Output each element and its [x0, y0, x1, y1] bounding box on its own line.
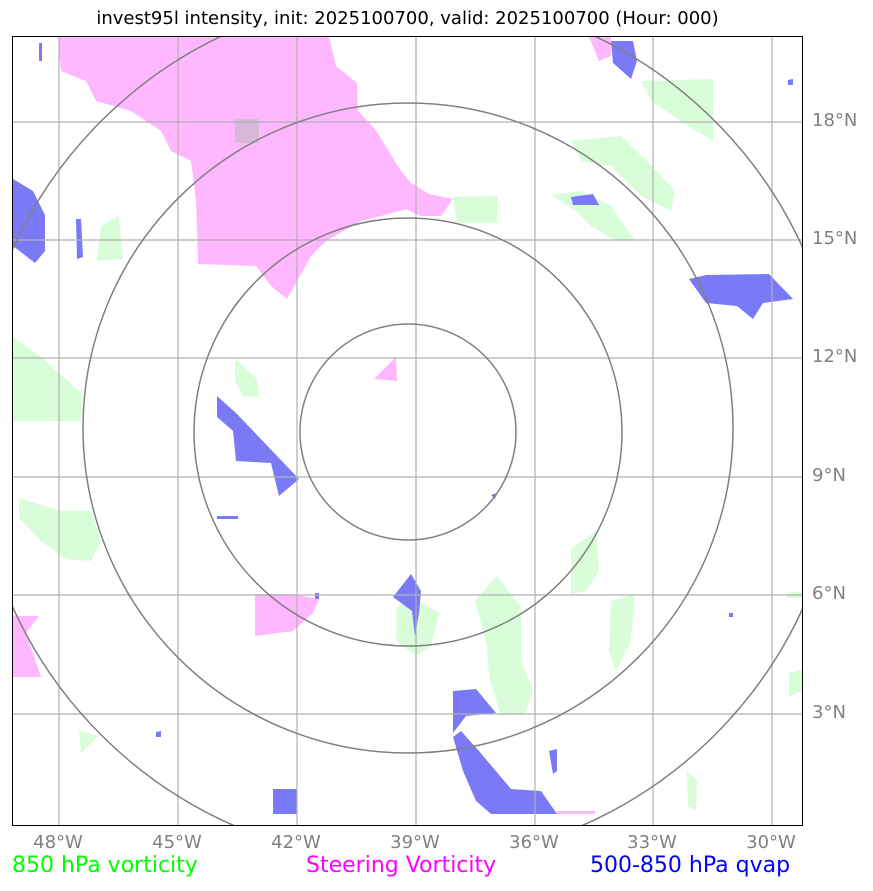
qvap-region: [217, 516, 238, 519]
qvap-region: [689, 274, 793, 319]
lon-label-33w: 33°W: [627, 832, 677, 853]
steering-vorticity-layer: [13, 37, 611, 814]
graticule: [13, 37, 802, 825]
qvap-region: [571, 194, 599, 205]
vorticity-850-region: [396, 596, 439, 656]
lon-label-36w: 36°W: [509, 832, 559, 853]
qvap-region: [788, 79, 793, 85]
lat-label-9n: 9°N: [812, 465, 846, 486]
qvap-region: [273, 789, 297, 814]
vorticity-850-region: [235, 359, 259, 397]
lon-label-45w: 45°W: [152, 832, 202, 853]
lat-label-6n: 6°N: [812, 583, 846, 604]
lon-label-30w: 30°W: [746, 832, 796, 853]
lat-label-18n: 18°N: [812, 110, 858, 131]
range-ring-4: [13, 37, 802, 825]
steering-vorticity-region: [374, 357, 397, 381]
range-ring-1: [299, 323, 517, 541]
steering-vorticity-region: [557, 811, 595, 814]
vorticity-850-region: [609, 594, 635, 671]
map-canvas: [13, 37, 802, 825]
lat-label-15n: 15°N: [812, 228, 858, 249]
qvap-region: [13, 179, 45, 263]
qvap-region: [393, 574, 421, 636]
vorticity-850-region: [453, 196, 497, 223]
qvap-region: [453, 689, 496, 733]
lon-label-42w: 42°W: [271, 832, 321, 853]
vorticity-850-region: [551, 191, 635, 241]
qvap-region: [549, 749, 557, 774]
qvap-layer: [13, 41, 793, 814]
vorticity-850-region: [97, 216, 123, 261]
qvap-region: [453, 731, 557, 814]
lat-label-12n: 12°N: [812, 346, 858, 367]
qvap-region: [156, 731, 161, 737]
vorticity-850-region: [19, 498, 101, 561]
legend-850-vorticity: 850 hPa vorticity: [12, 853, 198, 878]
qvap-region: [76, 219, 83, 259]
qvap-region: [39, 43, 42, 61]
range-ring-3: [82, 102, 734, 754]
range-ring-2: [193, 217, 623, 647]
lon-label-39w: 39°W: [390, 832, 440, 853]
qvap-region: [729, 613, 733, 617]
steering-vorticity-region: [13, 616, 41, 677]
qvap-region: [611, 41, 637, 79]
vorticity-850-region: [571, 531, 599, 594]
steering-vorticity-region: [255, 594, 319, 636]
map-title: invest95l intensity, init: 2025100700, v…: [96, 8, 719, 29]
vorticity-850-region: [571, 136, 675, 211]
vorticity-850-region: [79, 731, 99, 753]
qvap-region: [217, 396, 299, 496]
vorticity-850-region: [13, 337, 81, 421]
range-rings: [13, 37, 802, 825]
legend-steering-vorticity: Steering Vorticity: [306, 853, 497, 878]
vorticity-850-region: [475, 576, 533, 716]
map-panel[interactable]: [12, 36, 803, 826]
vorticity-850-layer: [13, 79, 802, 811]
lat-label-3n: 3°N: [812, 702, 846, 723]
vorticity-850-region: [789, 669, 802, 696]
qvap-region: [315, 593, 319, 599]
vorticity-850-region: [687, 771, 697, 811]
legend-qvap: 500-850 hPa qvap: [590, 853, 791, 878]
lon-label-48w: 48°W: [33, 832, 83, 853]
steering-vorticity-region: [235, 119, 259, 143]
vorticity-850-region: [641, 79, 713, 141]
steering-vorticity-region: [58, 37, 453, 299]
steering-vorticity-region: [589, 37, 611, 61]
